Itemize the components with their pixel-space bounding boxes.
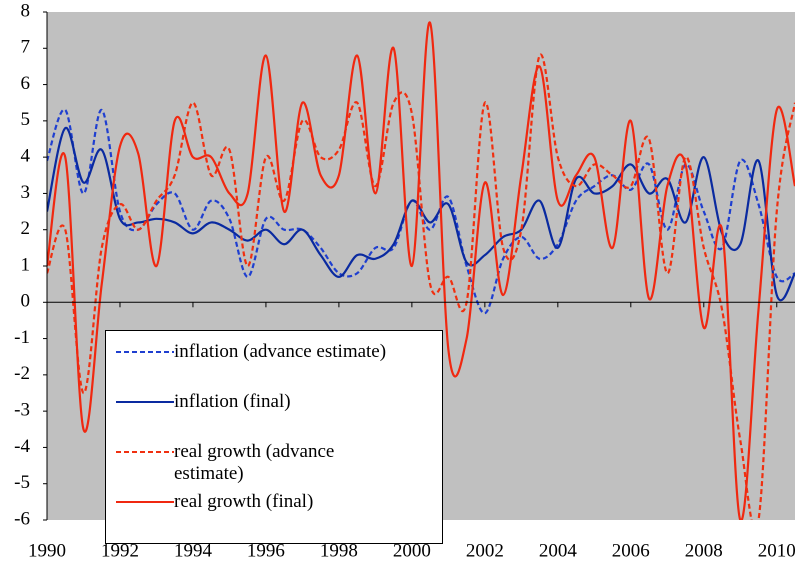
y-tick-label: 6	[21, 73, 31, 94]
legend-entry: inflation (final)	[116, 391, 441, 413]
legend-entry: real growth (final)	[116, 491, 441, 513]
series-line	[47, 126, 795, 302]
y-tick-label: -6	[14, 508, 30, 529]
x-tick-label: 2004	[539, 540, 578, 561]
legend-swatch	[116, 401, 174, 403]
y-tick-label: 8	[21, 0, 31, 21]
y-tick-label: 2	[21, 218, 31, 239]
x-tick-label: 1996	[247, 540, 285, 561]
y-tick-label: 1	[21, 254, 31, 275]
series-line	[47, 53, 795, 520]
y-tick-label: 7	[21, 37, 31, 58]
legend-label: real growth (final)	[174, 491, 314, 512]
y-tick-label: 5	[21, 109, 31, 130]
legend-entry: inflation (advance estimate)	[116, 341, 441, 363]
x-tick-label: 1990	[28, 540, 66, 561]
y-tick-label: -4	[14, 436, 30, 457]
x-tick-label: 2006	[612, 540, 650, 561]
y-tick-label: -1	[14, 327, 30, 348]
x-tick-label: 1998	[320, 540, 358, 561]
series-line	[47, 21, 795, 520]
x-tick-label: 1994	[174, 540, 213, 561]
legend: inflation (advance estimate) inflation (f…	[105, 330, 443, 544]
legend-entry: real growth (advance estimate)	[116, 441, 441, 485]
legend-label: real growth (advance estimate)	[174, 441, 335, 484]
y-tick-label: -2	[14, 363, 30, 384]
y-tick-label: -5	[14, 472, 30, 493]
y-tick-label: 0	[21, 291, 31, 312]
legend-label: inflation (advance estimate)	[174, 341, 387, 362]
x-tick-label: 2000	[393, 540, 431, 561]
legend-swatch	[116, 501, 174, 503]
x-tick-label: 2008	[685, 540, 723, 561]
legend-swatch	[116, 351, 174, 353]
y-tick-label: 4	[21, 146, 31, 167]
series-line	[47, 108, 795, 315]
y-tick-label: -3	[14, 400, 30, 421]
x-tick-label: 1992	[101, 540, 139, 561]
x-tick-label: 2010	[758, 540, 796, 561]
y-tick-label: 3	[21, 182, 31, 203]
legend-swatch	[116, 451, 174, 453]
legend-label: inflation (final)	[174, 391, 291, 412]
x-tick-label: 2002	[466, 540, 504, 561]
